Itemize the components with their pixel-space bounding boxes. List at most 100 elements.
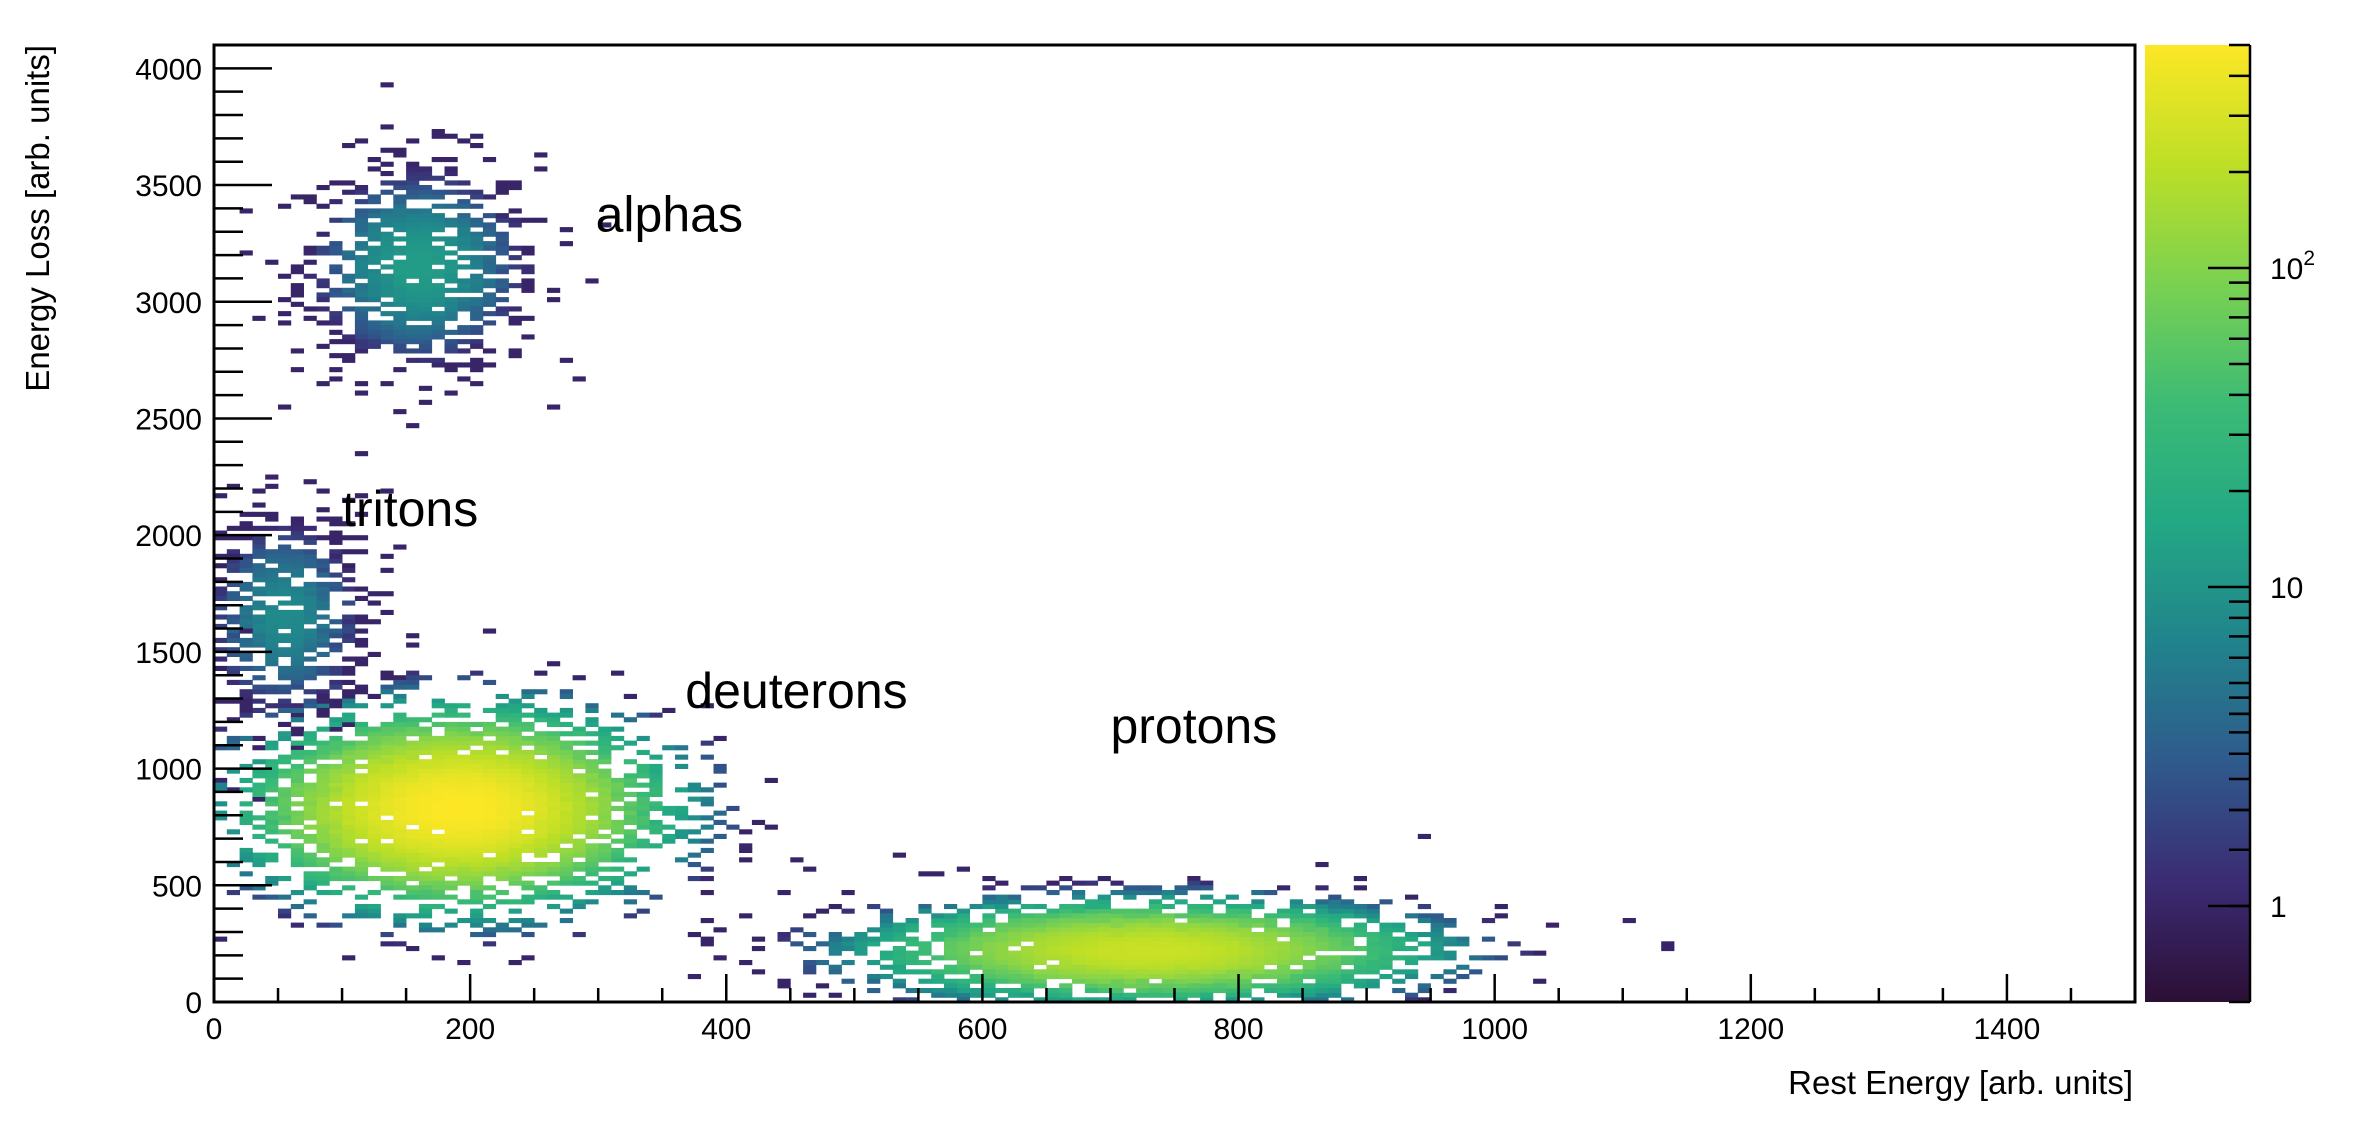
heatmap-cell xyxy=(495,927,509,933)
heatmap-cell xyxy=(316,749,330,755)
heatmap-cell xyxy=(956,908,970,914)
heatmap-cell xyxy=(444,236,458,242)
heatmap-cell xyxy=(393,740,407,746)
heatmap-cell xyxy=(1507,941,1521,947)
heatmap-cell xyxy=(342,955,356,961)
heatmap-cell xyxy=(931,992,945,998)
heatmap-cell xyxy=(611,876,625,882)
heatmap-cell xyxy=(367,815,381,821)
heatmap-cell xyxy=(470,264,484,270)
heatmap-cell xyxy=(1225,936,1239,942)
heatmap-cell xyxy=(406,847,420,853)
heatmap-cell xyxy=(342,866,356,872)
heatmap-cell xyxy=(316,796,330,802)
heatmap-cell xyxy=(380,735,394,741)
heatmap-cell xyxy=(316,535,330,541)
heatmap-cell xyxy=(418,329,433,335)
heatmap-cell xyxy=(1084,899,1099,905)
heatmap-cell xyxy=(418,166,433,172)
heatmap-cell xyxy=(342,497,356,503)
heatmap-cell xyxy=(1161,913,1175,919)
heatmap-cell xyxy=(636,749,650,755)
heatmap-cell xyxy=(329,838,343,844)
heatmap-cell xyxy=(406,189,420,195)
heatmap-cell xyxy=(1136,941,1150,947)
heatmap-cell xyxy=(265,661,279,667)
heatmap-cell xyxy=(470,768,484,774)
heatmap-cell xyxy=(521,819,535,825)
heatmap-cell xyxy=(342,273,356,279)
heatmap-cell xyxy=(393,749,407,755)
heatmap-cell xyxy=(406,675,420,681)
heatmap-cell xyxy=(265,819,279,825)
heatmap-cell xyxy=(1289,974,1303,980)
heatmap-cell xyxy=(1136,946,1150,952)
heatmap-cell xyxy=(354,852,369,858)
heatmap-cell xyxy=(290,740,304,746)
heatmap-cell xyxy=(495,805,509,811)
heatmap-cell xyxy=(1084,918,1099,924)
heatmap-cell xyxy=(444,315,458,321)
heatmap-cell xyxy=(354,777,369,783)
heatmap-cell xyxy=(1289,983,1303,989)
heatmap-cell xyxy=(316,572,330,578)
heatmap-cell xyxy=(1379,936,1393,942)
heatmap-cell xyxy=(508,320,522,326)
heatmap-cell xyxy=(380,791,394,797)
heatmap-cell xyxy=(1033,922,1047,928)
heatmap-cell xyxy=(1341,932,1355,938)
heatmap-cell xyxy=(559,847,573,853)
heatmap-cell xyxy=(572,796,586,802)
heatmap-cell xyxy=(303,782,317,788)
heatmap-cell xyxy=(406,194,420,200)
heatmap-cell xyxy=(354,661,369,667)
heatmap-cell xyxy=(329,549,343,555)
heatmap-cell xyxy=(482,862,497,868)
heatmap-cell xyxy=(982,983,996,989)
heatmap-cell xyxy=(380,180,394,186)
heatmap-cell xyxy=(418,805,433,811)
heatmap-cell xyxy=(316,633,330,639)
heatmap-cell xyxy=(470,754,484,760)
heatmap-cell xyxy=(367,227,381,233)
heatmap-cell xyxy=(598,731,612,737)
heatmap-cell xyxy=(1161,941,1175,947)
heatmap-cell xyxy=(239,810,253,816)
heatmap-cell xyxy=(329,269,343,275)
heatmap-cell xyxy=(1072,936,1086,942)
heatmap-cell xyxy=(252,315,266,321)
heatmap-cell xyxy=(1123,978,1137,984)
heatmap-cell xyxy=(239,707,253,713)
heatmap-cell xyxy=(854,941,868,947)
heatmap-cell xyxy=(406,180,420,186)
heatmap-cell xyxy=(905,988,919,994)
heatmap-cell xyxy=(1238,913,1252,919)
heatmap-cell xyxy=(547,829,561,835)
heatmap-cell xyxy=(265,782,279,788)
heatmap-cell xyxy=(354,222,369,228)
heatmap-cell xyxy=(815,941,830,947)
heatmap-cell xyxy=(1046,946,1060,952)
heatmap-cell xyxy=(495,245,509,251)
heatmap-cell xyxy=(470,880,484,886)
heatmap-cell xyxy=(252,525,266,531)
heatmap-cell xyxy=(470,306,484,312)
heatmap-cell xyxy=(559,693,573,699)
heatmap-cell xyxy=(892,983,906,989)
heatmap-cell xyxy=(598,890,612,896)
heatmap-cell xyxy=(1072,941,1086,947)
heatmap-cell xyxy=(521,726,535,732)
heatmap-cell xyxy=(1097,936,1111,942)
heatmap-cell xyxy=(303,250,317,256)
heatmap-cell xyxy=(265,829,279,835)
heatmap-cell xyxy=(444,367,458,373)
heatmap-cell xyxy=(1315,964,1329,970)
heatmap-cell xyxy=(290,717,304,723)
heatmap-cell xyxy=(1264,983,1278,989)
heatmap-cell xyxy=(406,236,420,242)
heatmap-cell xyxy=(1289,941,1303,947)
heatmap-cell xyxy=(1328,899,1342,905)
heatmap-cell xyxy=(278,876,292,882)
heatmap-cell xyxy=(598,801,612,807)
heatmap-cell xyxy=(1084,997,1099,1003)
